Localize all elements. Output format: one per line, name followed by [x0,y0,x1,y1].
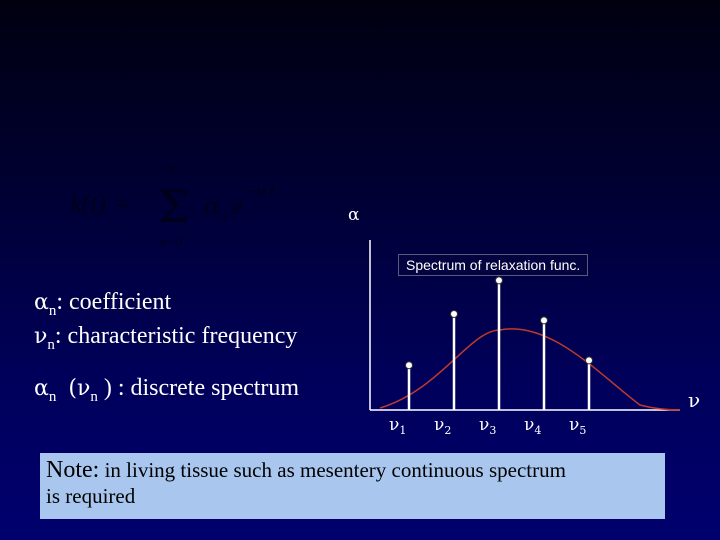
nu-text: : characteristic frequency [54,323,298,349]
spectrum-chart: ν1 ν2 ν3 ν4 ν5 [340,230,720,450]
spec-symbol: α [34,376,49,401]
note-box: Note: in living tissue such as mesentery… [40,453,665,519]
note-prefix: Note: [46,457,100,483]
spectrum-marks: ν1 ν2 ν3 ν4 ν5 [389,276,593,437]
spectrum-point-1 [405,361,413,370]
tick-label-3: ν3 [479,415,496,437]
formula-term-sub: n [220,208,227,223]
tick-label-2: ν2 [434,415,451,437]
spectrum-point-4 [540,316,548,325]
formula-lower: n=0 [160,234,182,249]
nu-axis-label: ν [688,388,701,412]
note-line1: in living tissue such as mesentery conti… [99,458,566,482]
tick-label-4: ν4 [524,415,541,437]
tick-label-5: ν5 [569,415,586,437]
formula-lhs: k(t) = [70,189,130,218]
alpha-symbol: α [34,290,49,315]
spec-text: ) : discrete spectrum [103,375,300,401]
formula-term: α [204,192,220,220]
spectrum-point-3 [495,276,503,285]
spectrum-definition: αn (νn ) : discrete spectrum [34,374,299,411]
spectrum-point-5 [585,356,593,365]
tick-label-1: ν1 [389,415,406,437]
alpha-definition: αn: coefficient [34,288,171,325]
spec-open: (ν [68,376,91,401]
spec-sub2: n [90,388,98,405]
spec-sub: n [48,388,57,405]
formula-upper: N [165,162,176,177]
spectrum-title: Spectrum of relaxation func. [398,254,589,276]
nu-definition: νn: characteristic frequency [34,322,297,359]
spectrum-point-2 [450,310,458,318]
note-line2: is required [46,484,136,508]
alpha-text: : coefficient [56,289,172,315]
relaxation-formula: k(t) = N Σ n=0 α n e −ν t [70,160,300,250]
alpha-sub: n [48,302,57,319]
formula-sum: Σ [158,182,189,233]
formula-exponent: −ν t [245,184,276,200]
formula-exp-base: e [232,194,243,220]
nu-sub: n [47,336,55,353]
continuous-envelope-curve [379,328,681,411]
alpha-axis-label: α [348,205,360,225]
nu-symbol: ν [34,324,48,349]
